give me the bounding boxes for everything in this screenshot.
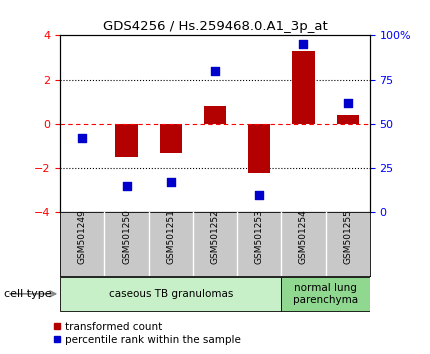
Bar	[292, 51, 314, 124]
Point	[300, 41, 307, 47]
Point	[79, 135, 86, 141]
Bar	[248, 124, 270, 172]
Bar	[337, 115, 359, 124]
Bar	[60, 277, 281, 311]
Text: caseous TB granulomas: caseous TB granulomas	[109, 289, 233, 299]
Bar	[281, 277, 370, 311]
Point	[344, 100, 351, 105]
Text: cell type: cell type	[4, 289, 52, 299]
Point	[212, 68, 218, 74]
Bar	[160, 124, 182, 153]
Text: normal lung
parenchyma: normal lung parenchyma	[293, 283, 358, 305]
Bar	[204, 106, 226, 124]
Title: GDS4256 / Hs.259468.0.A1_3p_at: GDS4256 / Hs.259468.0.A1_3p_at	[103, 20, 327, 33]
Point	[256, 192, 263, 198]
Bar	[116, 124, 138, 157]
Point	[167, 179, 174, 185]
Point	[123, 183, 130, 189]
Legend: transformed count, percentile rank within the sample: transformed count, percentile rank withi…	[48, 317, 245, 349]
